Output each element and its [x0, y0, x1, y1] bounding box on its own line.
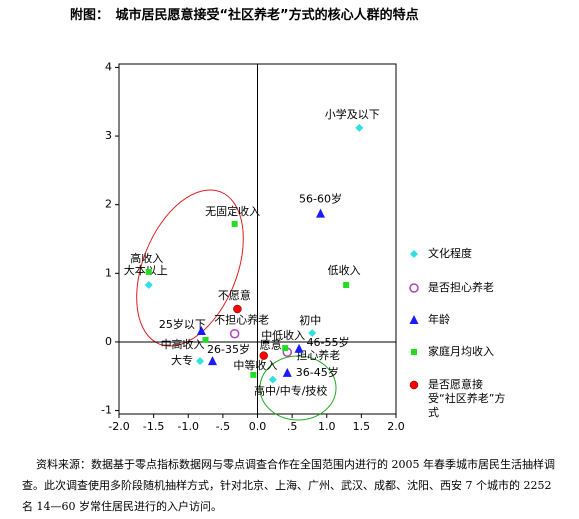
point	[145, 268, 152, 275]
point-label: 高中/中专/技校	[254, 384, 327, 398]
point	[282, 367, 292, 377]
legend-label: 年龄	[428, 313, 450, 326]
legend-marker	[411, 349, 417, 355]
legend-label: 是否愿意接受“社区养老”方式	[428, 378, 506, 419]
chart-title: 附图： 城市居民愿意接受“社区养老”方式的核心人群的特点	[70, 8, 419, 23]
point	[316, 208, 326, 218]
x-tick-label: -1.0	[178, 420, 199, 433]
x-tick-label: -.5	[216, 420, 230, 433]
x-tick-label: 0.0	[249, 420, 267, 433]
legend-marker	[409, 315, 419, 324]
point-label: 大专	[171, 353, 193, 367]
point	[202, 336, 209, 343]
legend-label: 家庭月均收入	[428, 345, 494, 358]
point-label: 25岁以下	[159, 317, 206, 331]
point-label: 不担心养老	[214, 313, 269, 327]
x-tick-label: .5	[287, 420, 298, 433]
point-label: 担心养老	[296, 348, 340, 362]
x-tick-label: -1.5	[143, 420, 164, 433]
point	[207, 356, 217, 366]
point-label: 小学及以下	[325, 107, 380, 121]
point-label: 中低收入	[261, 328, 305, 342]
point	[229, 328, 240, 339]
legend-marker	[409, 380, 419, 390]
point-label: 高收入	[130, 251, 163, 265]
x-tick-label: 1.5	[353, 420, 371, 433]
point-label: 中高收入	[161, 337, 205, 351]
point	[268, 375, 277, 384]
point-label: 中等收入	[233, 358, 277, 372]
y-tick-label: 4	[105, 60, 112, 73]
cluster-ellipse	[136, 189, 244, 347]
legend-marker	[409, 283, 419, 293]
point	[196, 357, 205, 366]
cluster-ellipse	[259, 355, 337, 421]
point	[231, 220, 238, 227]
y-tick-label: 0	[105, 335, 112, 348]
point-label: 不愿意	[218, 288, 251, 302]
point-label: 56-60岁	[299, 192, 342, 206]
point-label: 36-45岁	[296, 365, 339, 379]
point	[282, 345, 289, 352]
point-label: 无固定收入	[205, 204, 260, 218]
x-tick-label: 1.0	[318, 420, 336, 433]
point-label: 初中	[299, 313, 321, 327]
x-tick-label: -2.0	[108, 420, 129, 433]
point-label: 愿意	[260, 338, 282, 352]
point	[259, 351, 268, 360]
point	[355, 123, 364, 132]
legend-label: 是否担心养老	[428, 281, 494, 294]
point	[343, 281, 350, 288]
legend-label: 文化程度	[428, 247, 472, 260]
point	[233, 304, 242, 314]
point	[144, 280, 153, 289]
point	[250, 371, 257, 378]
point	[294, 343, 304, 353]
y-tick-label: 3	[105, 129, 112, 142]
x-tick-label: 2.0	[387, 420, 405, 433]
point	[308, 329, 317, 338]
y-tick-label: 1	[105, 266, 112, 279]
source-note: 资料来源：数据基于零点指标数据网与零点调查合作在全国范围内进行的 2005 年春…	[22, 458, 555, 513]
point-label: 低收入	[328, 263, 361, 277]
y-tick-label: 2	[105, 198, 112, 211]
point	[196, 325, 206, 335]
y-tick-label: -1	[101, 404, 112, 417]
point-label: 26-35岁	[207, 342, 250, 356]
point-label: 46-55岁	[307, 335, 350, 349]
legend-marker	[410, 250, 418, 258]
